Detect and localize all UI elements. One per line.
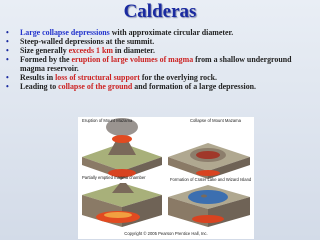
bullet-text: for the overlying rock. (139, 73, 217, 82)
bullet-highlight: Large collapse depressions (20, 28, 110, 37)
copyright: Copyright © 2005 Pearson Prentice Hall, … (124, 231, 207, 236)
panel-collapse (168, 143, 250, 179)
bullet-text: with approximate circular diameter. (109, 28, 234, 37)
figure: Eruption of Mount Mazama Collapse of Mou… (78, 117, 254, 239)
bullet-text: Leading to (20, 82, 59, 91)
bullet: Results in loss of structural support fo… (4, 73, 318, 82)
slide-title: Calderas (123, 1, 197, 22)
bullet-text: Formed by the (20, 55, 72, 64)
bullet-highlight: collapse of the ground (58, 82, 133, 91)
bullet: Size generally exceeds 1 km in diameter. (4, 46, 318, 55)
panel-crater-lake (168, 185, 250, 227)
panel-emptied-chamber (82, 183, 162, 227)
bullet: Large collapse depressions with approxim… (4, 28, 318, 37)
bullet-text: from a shallow underground magma reservo… (20, 55, 292, 73)
bullet: Steep-walled depressions at the summit. (4, 37, 318, 46)
bullet: Leading to collapse of the ground and fo… (4, 82, 318, 91)
panel-caption: Eruption of Mount Mazama (82, 118, 133, 123)
bullet-text: Steep-walled depressions at the summit. (20, 37, 155, 46)
bullet-highlight: exceeds 1 km (68, 46, 113, 55)
bullet-text: and formation of a large depression. (132, 82, 257, 91)
panel-caption: Collapse of Mount Mazama (190, 118, 242, 123)
bullet-list: Large collapse depressions with approxim… (4, 28, 318, 91)
bullet-text: Size generally (20, 46, 69, 55)
bullet-text: Results in (20, 73, 56, 82)
bullet-highlight: eruption of large volumes of magma (71, 55, 194, 64)
bullet: Formed by the eruption of large volumes … (4, 55, 318, 73)
bullet-highlight: loss of structural support (55, 73, 140, 82)
panel-caption: Partially emptied magma chamber (82, 175, 146, 180)
panel-eruption (82, 118, 162, 179)
panel-caption: Formation of Crater Lake and Wizard Isla… (170, 177, 252, 182)
bullet-text: in diameter. (112, 46, 155, 55)
